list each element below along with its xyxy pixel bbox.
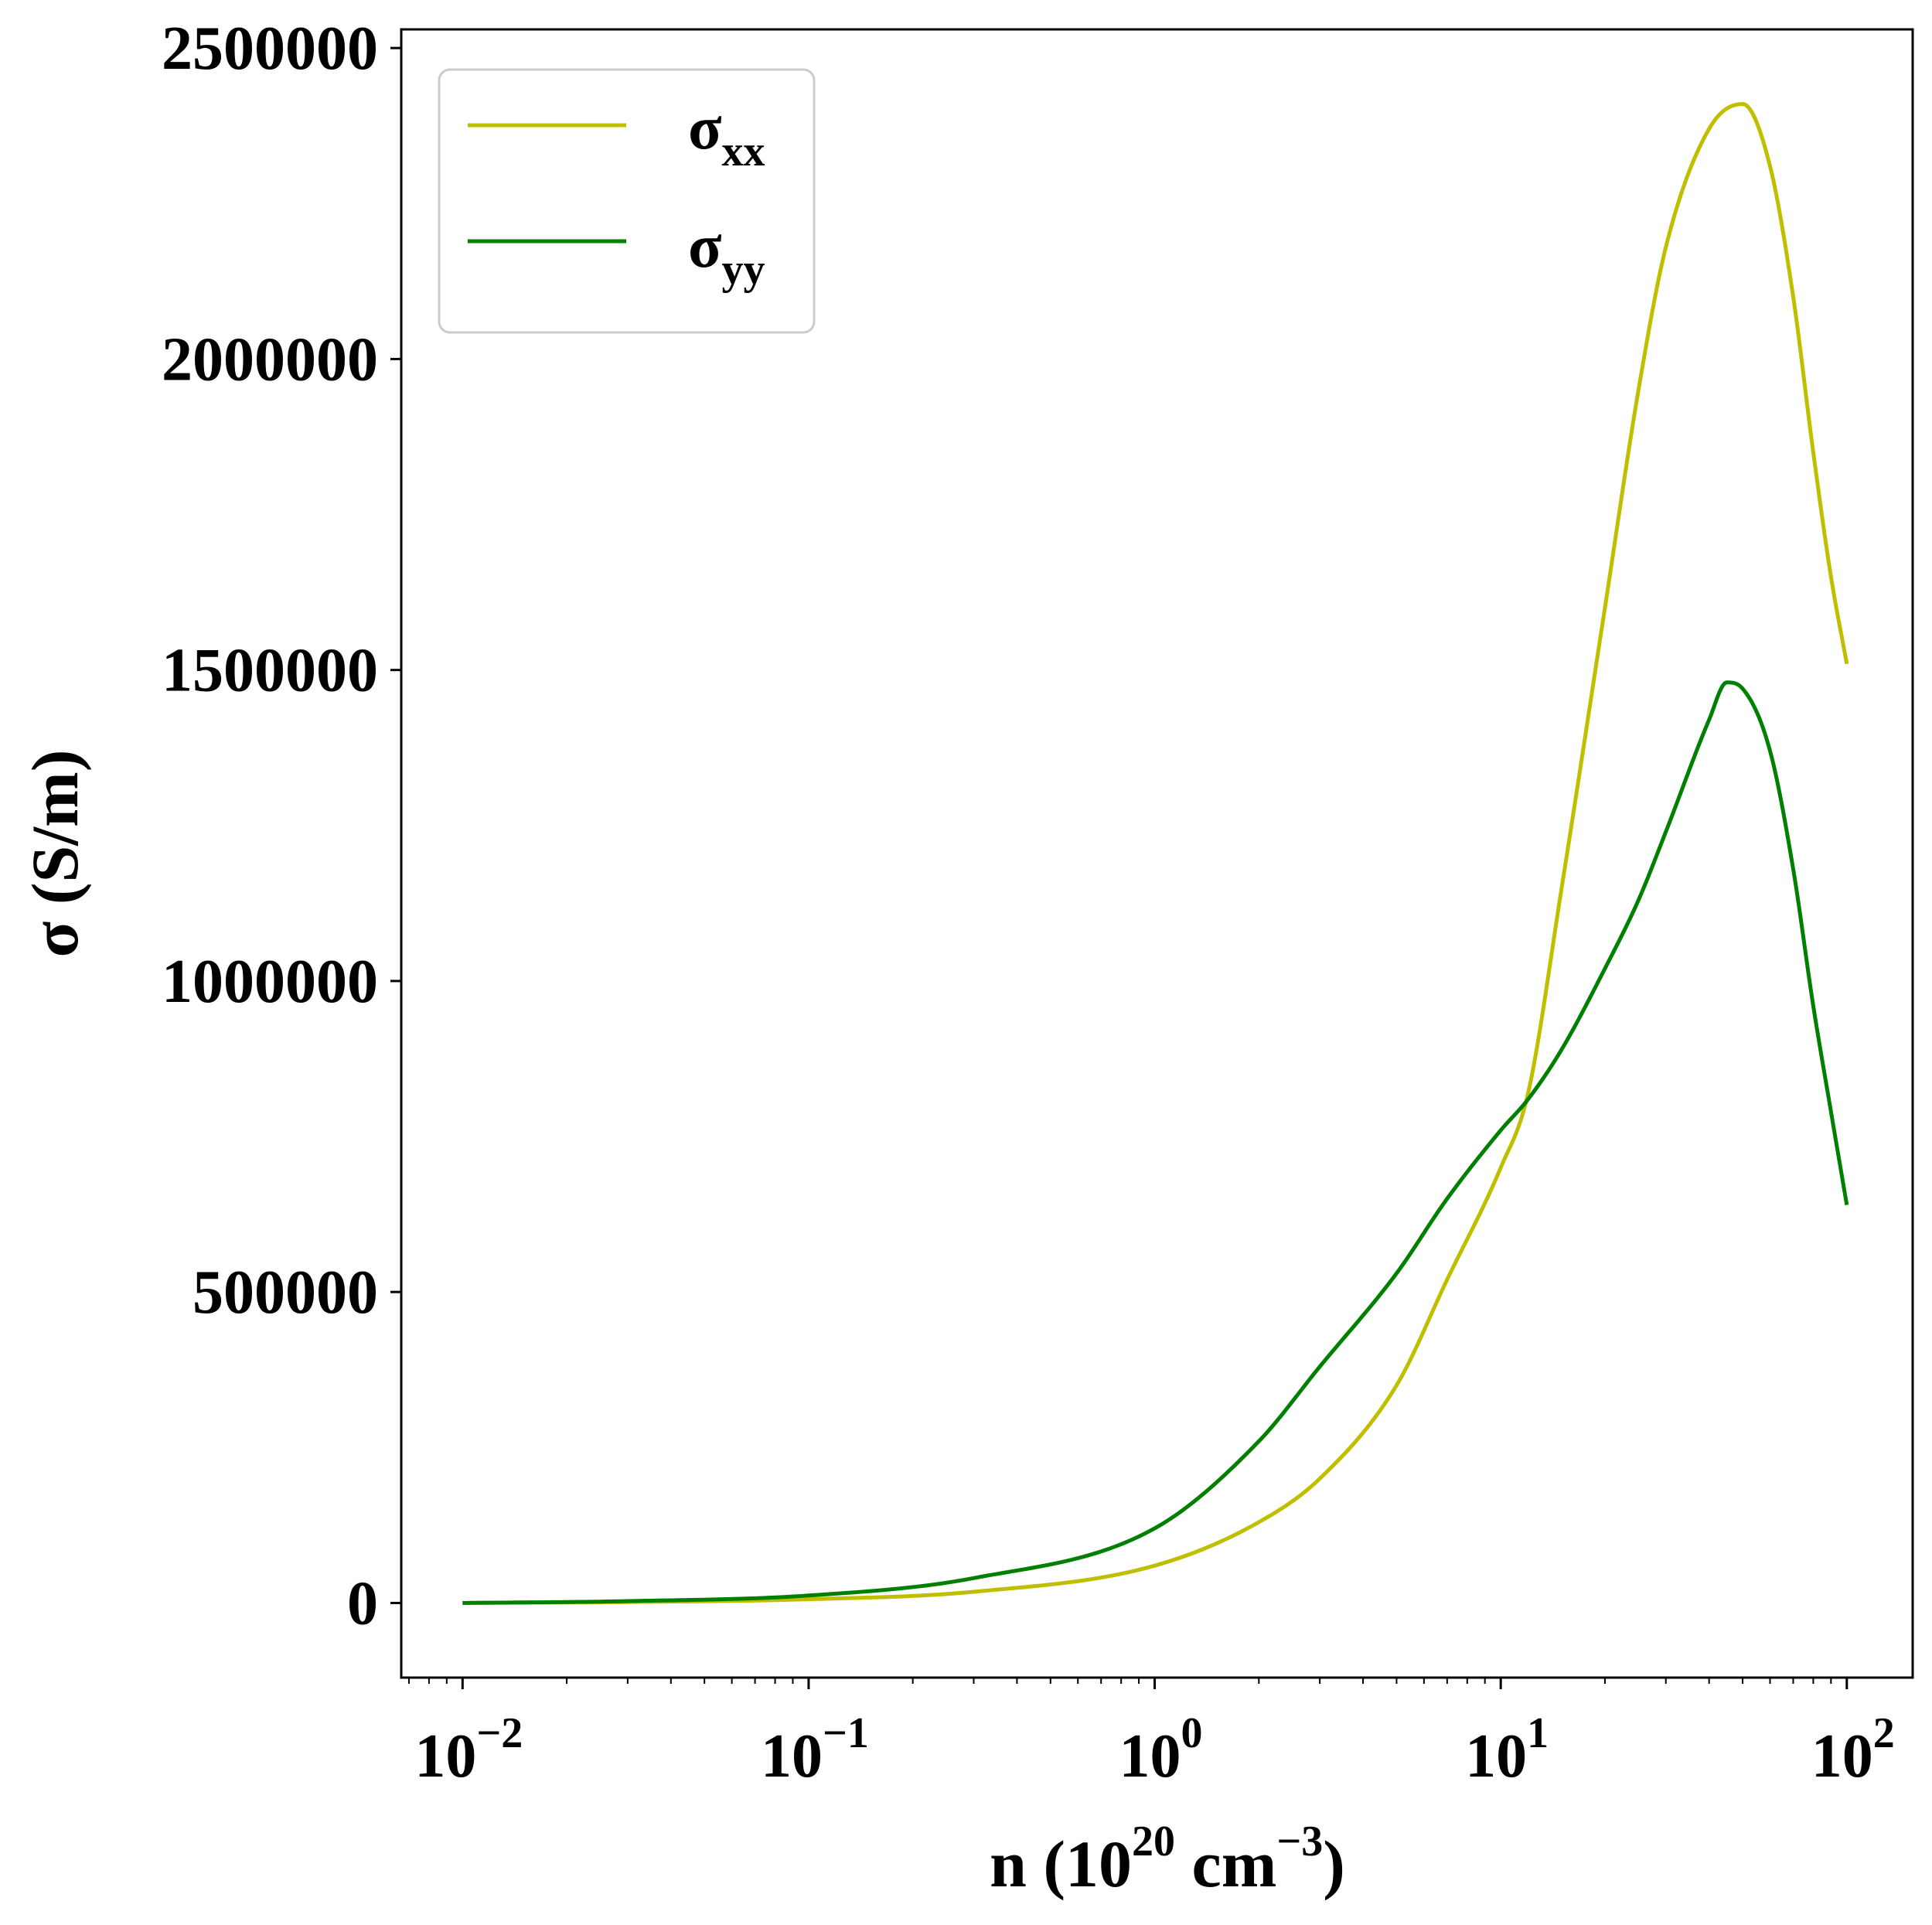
x-tick-label-exponent: −1 xyxy=(823,1709,869,1757)
y-tick-label: 0 xyxy=(347,1569,378,1637)
x-tick-label-base: 10 xyxy=(1811,1722,1873,1790)
x-axis-label-end: ) xyxy=(1323,1827,1345,1901)
x-tick-label: 101 xyxy=(1465,1709,1549,1790)
legend-box xyxy=(438,68,816,334)
x-tick-label-exponent: 0 xyxy=(1181,1709,1203,1757)
y-tick-label: 500000 xyxy=(193,1259,378,1327)
x-axis-label-base: n (10 xyxy=(990,1827,1132,1901)
legend-label-sigma-xx-sub: xx xyxy=(722,128,765,175)
data-series-group xyxy=(462,102,1849,1605)
legend-label-sigma-xx: σxx xyxy=(688,94,765,175)
x-tick-label-base: 10 xyxy=(414,1722,476,1790)
legend-label-sigma-yy: σyy xyxy=(688,213,765,294)
y-tick-label: 1000000 xyxy=(162,948,378,1016)
x-tick-label-exponent: −2 xyxy=(476,1709,523,1757)
x-tick-label: 10−1 xyxy=(761,1709,869,1790)
x-tick-label-exponent: 1 xyxy=(1527,1709,1549,1757)
x-tick-label: 10−2 xyxy=(414,1709,523,1790)
x-tick-label-base: 10 xyxy=(1119,1722,1181,1790)
x-tick-label-base: 10 xyxy=(1465,1722,1527,1790)
series-line-yy xyxy=(462,680,1849,1605)
x-axis-ticks: 10−2 10−1 100 101 102 xyxy=(407,1678,1895,1790)
x-axis-label-mid: cm xyxy=(1175,1827,1276,1901)
x-axis-label: n (1020 cm−3) xyxy=(990,1818,1345,1901)
series-line-xx xyxy=(462,102,1849,1605)
legend-label-sigma-xx-main: σ xyxy=(688,94,722,162)
x-axis-label-exp2: −3 xyxy=(1276,1818,1323,1865)
y-axis-label: σ (S/m) xyxy=(18,750,92,958)
x-tick-label-base: 10 xyxy=(761,1722,823,1790)
x-axis-label-exp1: 20 xyxy=(1132,1818,1175,1865)
y-axis-ticks: 0 500000 1000000 1500000 2000000 2500000 xyxy=(162,15,401,1637)
legend-label-sigma-yy-main: σ xyxy=(688,213,722,281)
legend: σxx σyy xyxy=(438,68,816,334)
y-tick-label: 2000000 xyxy=(162,325,378,394)
x-tick-label: 100 xyxy=(1119,1709,1203,1790)
plot-frame xyxy=(400,28,1914,1679)
legend-label-sigma-yy-sub: yy xyxy=(722,246,765,294)
x-tick-label: 102 xyxy=(1811,1709,1895,1790)
y-tick-label: 1500000 xyxy=(162,637,378,705)
y-tick-label: 2500000 xyxy=(162,15,378,83)
x-tick-label-exponent: 2 xyxy=(1873,1709,1895,1757)
